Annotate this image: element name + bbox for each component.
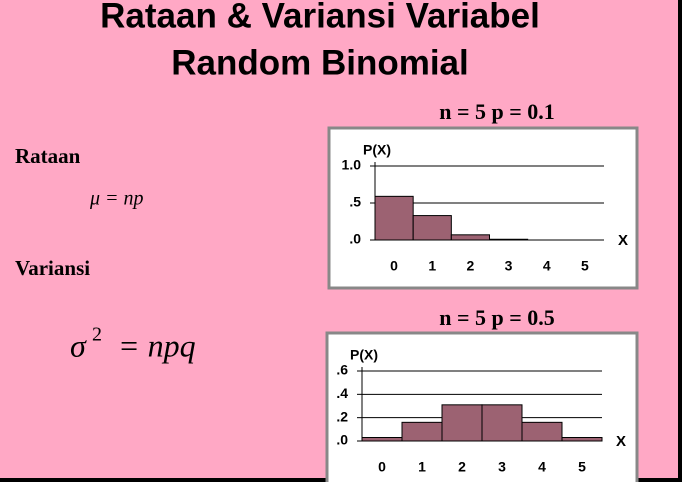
y-axis-label: P(X) bbox=[350, 347, 378, 363]
slide-title: Random Binomial bbox=[171, 43, 469, 82]
x-axis-label: X bbox=[618, 232, 628, 249]
x-tick-label: 0 bbox=[390, 258, 398, 274]
x-tick-label: 1 bbox=[418, 459, 426, 475]
y-tick-label: .6 bbox=[336, 362, 348, 378]
y-tick-label: .0 bbox=[349, 231, 361, 247]
bar bbox=[361, 437, 403, 442]
bar bbox=[412, 215, 452, 241]
variance-formula-rest: = npq bbox=[118, 327, 196, 363]
bar bbox=[374, 195, 414, 241]
y-axis-label: P(X) bbox=[363, 142, 391, 158]
y-tick-label: .5 bbox=[349, 194, 361, 210]
bar bbox=[401, 421, 443, 442]
y-tick-label: .2 bbox=[336, 408, 348, 424]
variance-formula-exponent: 2 bbox=[92, 324, 102, 346]
x-tick-label: 5 bbox=[578, 459, 586, 475]
bar bbox=[561, 437, 603, 442]
chart-title: n = 5 p = 0.1 bbox=[439, 99, 555, 124]
bar bbox=[441, 404, 483, 442]
mean-formula: μ = np bbox=[89, 188, 144, 210]
y-tick-label: .4 bbox=[336, 385, 348, 401]
x-tick-label: 2 bbox=[458, 459, 466, 475]
chart-title: n = 5 p = 0.5 bbox=[439, 305, 555, 330]
x-tick-label: 4 bbox=[543, 258, 551, 274]
bar bbox=[481, 404, 523, 442]
x-axis-label: X bbox=[616, 433, 626, 450]
x-tick-label: 2 bbox=[467, 258, 475, 274]
x-tick-label: 1 bbox=[428, 258, 436, 274]
variance-formula-base: σ bbox=[70, 327, 87, 363]
slide-title: Rataan & Variansi Variabel bbox=[100, 0, 540, 35]
variance-heading: Variansi bbox=[15, 256, 90, 280]
x-tick-label: 5 bbox=[581, 258, 589, 274]
bar bbox=[521, 421, 563, 442]
x-tick-label: 4 bbox=[538, 459, 546, 475]
x-tick-label: 3 bbox=[498, 459, 506, 475]
mean-heading: Rataan bbox=[15, 144, 81, 168]
x-tick-label: 0 bbox=[378, 459, 386, 475]
bar bbox=[450, 234, 491, 241]
y-tick-label: .0 bbox=[336, 432, 348, 448]
y-tick-label: 1.0 bbox=[342, 157, 362, 173]
x-tick-label: 3 bbox=[505, 258, 513, 274]
